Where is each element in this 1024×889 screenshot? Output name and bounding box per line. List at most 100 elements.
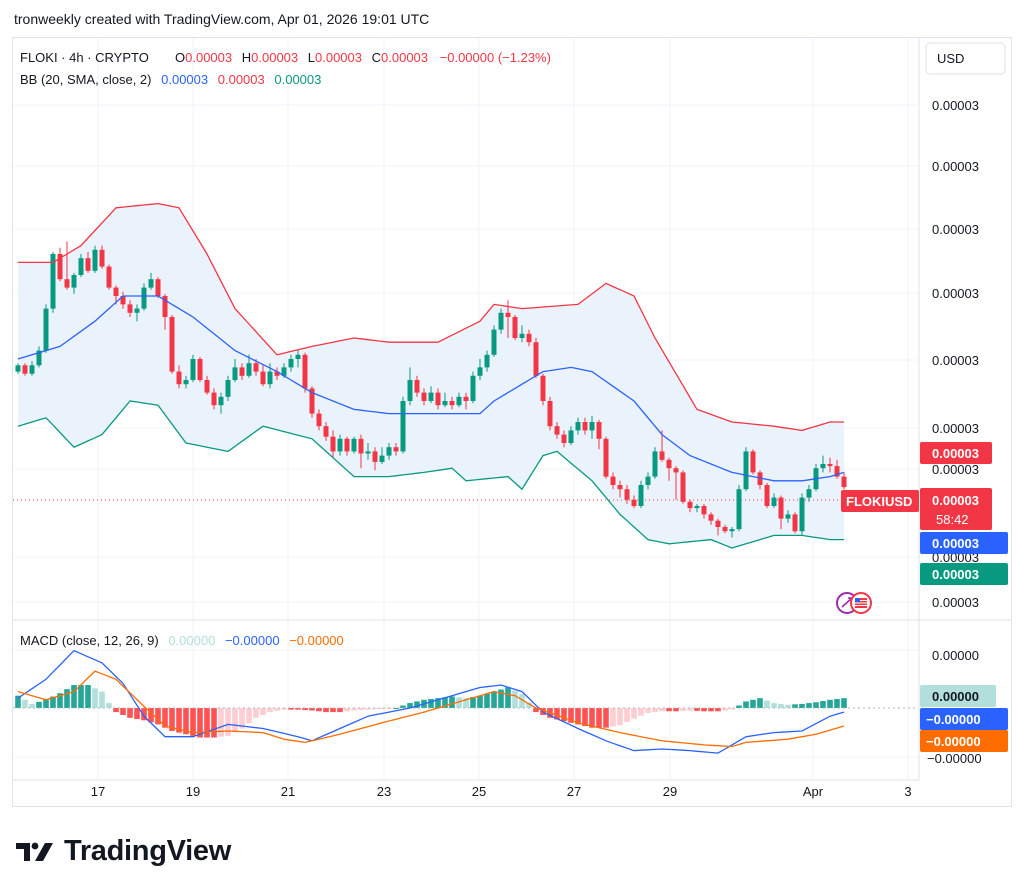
candle-body — [141, 287, 147, 309]
tradingview-logo[interactable]: TradingView — [16, 833, 231, 869]
candle-body — [302, 354, 308, 389]
candle-body — [281, 367, 287, 376]
macd-histogram-bar — [372, 708, 378, 710]
legend-bb-label: BB (20, SMA, close, 2) — [20, 72, 152, 87]
candle-body — [680, 472, 686, 502]
macd-signal-tag-label: −0.00000 — [926, 734, 981, 749]
macd-histogram-bar — [785, 704, 791, 708]
macd-histogram-bar — [659, 708, 665, 712]
candle-body — [344, 438, 350, 452]
macd-histogram-bar — [596, 708, 602, 728]
price-tick: 0.00003 — [932, 286, 979, 301]
macd-histogram-bar — [631, 708, 637, 719]
candle-body — [645, 476, 651, 485]
candle-body — [204, 380, 210, 393]
candle-body — [50, 254, 56, 309]
macd-histogram-bar — [155, 708, 161, 725]
macd-histogram-bar — [400, 705, 406, 708]
macd-histogram-bar — [715, 708, 721, 712]
time-tick: 23 — [377, 784, 391, 799]
macd-histogram-bar — [673, 708, 679, 712]
macd-histogram-bar — [743, 701, 749, 708]
macd-histogram-bar — [218, 708, 224, 737]
chart-frame — [12, 37, 1012, 807]
macd-histogram-bar — [71, 685, 77, 708]
candle-body — [246, 363, 252, 376]
price-tick: 0.00003 — [932, 421, 979, 436]
candle-body — [624, 489, 630, 500]
currency-button[interactable] — [925, 42, 1006, 75]
macd-histogram-bar — [148, 708, 154, 723]
macd-histogram-bar — [589, 708, 595, 728]
macd-histogram-bar — [260, 708, 266, 715]
bb-upper-tag — [920, 442, 992, 464]
candle-body — [498, 312, 504, 330]
macd-histogram-bar — [183, 708, 189, 735]
candle-body — [673, 468, 679, 473]
macd-histogram-bar — [106, 703, 112, 708]
symbol-tag-label: FLOKIUSD — [846, 494, 912, 509]
macd-histogram-bar — [337, 708, 343, 713]
macd-axis[interactable]: 0.00000 −0.00000 — [927, 648, 982, 766]
macd-histogram-bar — [134, 708, 140, 720]
candle-body — [547, 401, 553, 427]
macd-histogram-bar — [554, 708, 560, 720]
legend-macd-line: −0.00000 — [225, 633, 280, 648]
candle-body — [78, 258, 84, 275]
macd-histogram-bar — [456, 697, 462, 708]
legend-symbol[interactable]: FLOKI · 4h · CRYPTO — [20, 50, 149, 65]
candle-body — [414, 380, 420, 393]
candle-body — [393, 447, 399, 452]
macd-histogram-bar — [246, 708, 252, 724]
macd-tick: −0.00000 — [927, 751, 982, 766]
candle-body — [57, 254, 63, 280]
macd-histogram-bar — [582, 708, 588, 727]
macd-histogram-bar — [652, 708, 658, 713]
macd-histogram-bar — [239, 708, 245, 729]
candle-body — [834, 466, 840, 477]
macd-histogram-bar — [575, 708, 581, 725]
time-tick: 3 — [904, 784, 911, 799]
candle-body — [827, 464, 833, 467]
legend-bb-upper: 0.00003 — [218, 72, 265, 87]
macd-histogram-bar — [113, 708, 119, 713]
macd-signal-line — [17, 670, 845, 748]
legend-open-label: O — [175, 50, 185, 65]
macd-hist-tag — [920, 685, 996, 707]
macd-histogram-bar — [526, 702, 532, 708]
legend-macd[interactable]: MACD (close, 12, 26, 9) 0.00000 −0.00000… — [20, 633, 344, 648]
macd-histogram-bar — [827, 699, 833, 708]
candle-body — [694, 506, 700, 509]
macd-histogram-bar — [694, 708, 700, 711]
events-icons[interactable] — [836, 592, 872, 614]
legend-macd-label: MACD (close, 12, 26, 9) — [20, 633, 159, 648]
candle-body — [785, 514, 791, 519]
candle-body — [169, 317, 175, 372]
candle-body — [519, 333, 525, 338]
macd-histogram-bar — [624, 708, 630, 722]
macd-histogram-bar — [197, 708, 203, 738]
candle-body — [561, 434, 567, 443]
macd-line-tag — [920, 708, 1008, 730]
bar-countdown: 58:42 — [936, 512, 969, 527]
candle-body — [484, 354, 490, 368]
candle-body — [841, 476, 847, 488]
candle-body — [596, 422, 602, 439]
macd-histogram-bar — [428, 698, 434, 708]
macd-line-tag-label: −0.00000 — [926, 712, 981, 727]
legend-bb[interactable]: BB (20, SMA, close, 2) 0.00003 0.00003 0… — [20, 72, 321, 87]
candle-body — [36, 350, 42, 366]
macd-histogram-bar — [15, 695, 21, 708]
macd-histogram-bar — [169, 708, 175, 731]
candle-body — [757, 472, 763, 485]
macd-histogram-bar — [792, 704, 798, 708]
macd-histogram-bar — [764, 700, 770, 708]
macd-tick: 0.00000 — [932, 648, 979, 663]
candle-body — [491, 329, 497, 355]
macd-histogram-bar — [365, 708, 371, 710]
candle-body — [225, 380, 231, 397]
time-axis[interactable]: 17 19 21 23 25 27 29 Apr 3 — [91, 784, 912, 799]
candle-body — [470, 375, 476, 401]
candle-body — [729, 529, 735, 532]
